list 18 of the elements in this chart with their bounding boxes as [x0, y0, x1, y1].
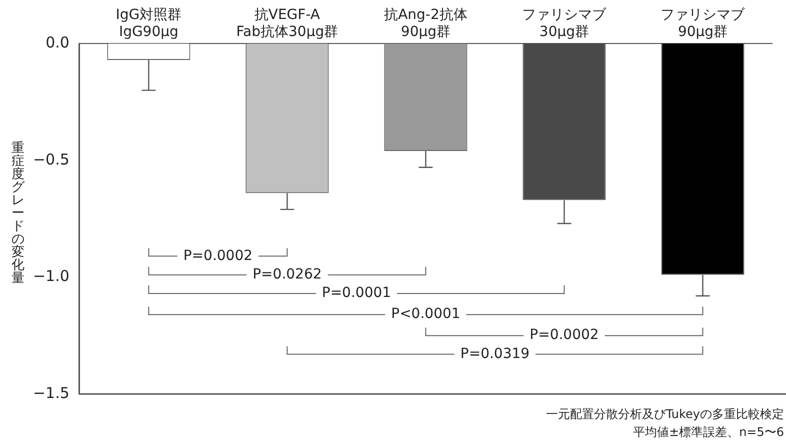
annotation: P=0.0001 — [322, 285, 392, 302]
annotation: P=0.0002 — [183, 248, 253, 264]
y-tick-label: −1.0 — [32, 267, 70, 286]
x-tick-label: 抗Ang-2抗体 90μg群 — [384, 7, 468, 40]
x-tick-label: 抗VEGF-A Fab抗体30μg群 — [236, 7, 338, 40]
y-tick-label: −0.5 — [32, 150, 70, 168]
y-tick-label: −1.5 — [32, 384, 70, 402]
annotation: P=0.0262 — [252, 266, 322, 283]
x-tick-label: ファリシマブ 90μg群 — [660, 7, 746, 40]
annotation: P=0.0002 — [530, 327, 599, 344]
text: 一元配置分散分析及びTukeyの多重比較検定 — [546, 406, 784, 423]
text: 平均値±標準誤差、n=5〜6 — [632, 424, 784, 441]
text: 重症度グレードの変化量 — [12, 141, 24, 286]
x-tick-label: IgG対照群 IgG90μg — [116, 7, 182, 40]
annotation: P<0.0001 — [391, 306, 460, 322]
annotation: P=0.0319 — [460, 346, 530, 362]
x-tick-label: ファリシマブ 30μg群 — [522, 7, 608, 40]
y-tick-label: 0.0 — [46, 33, 70, 52]
